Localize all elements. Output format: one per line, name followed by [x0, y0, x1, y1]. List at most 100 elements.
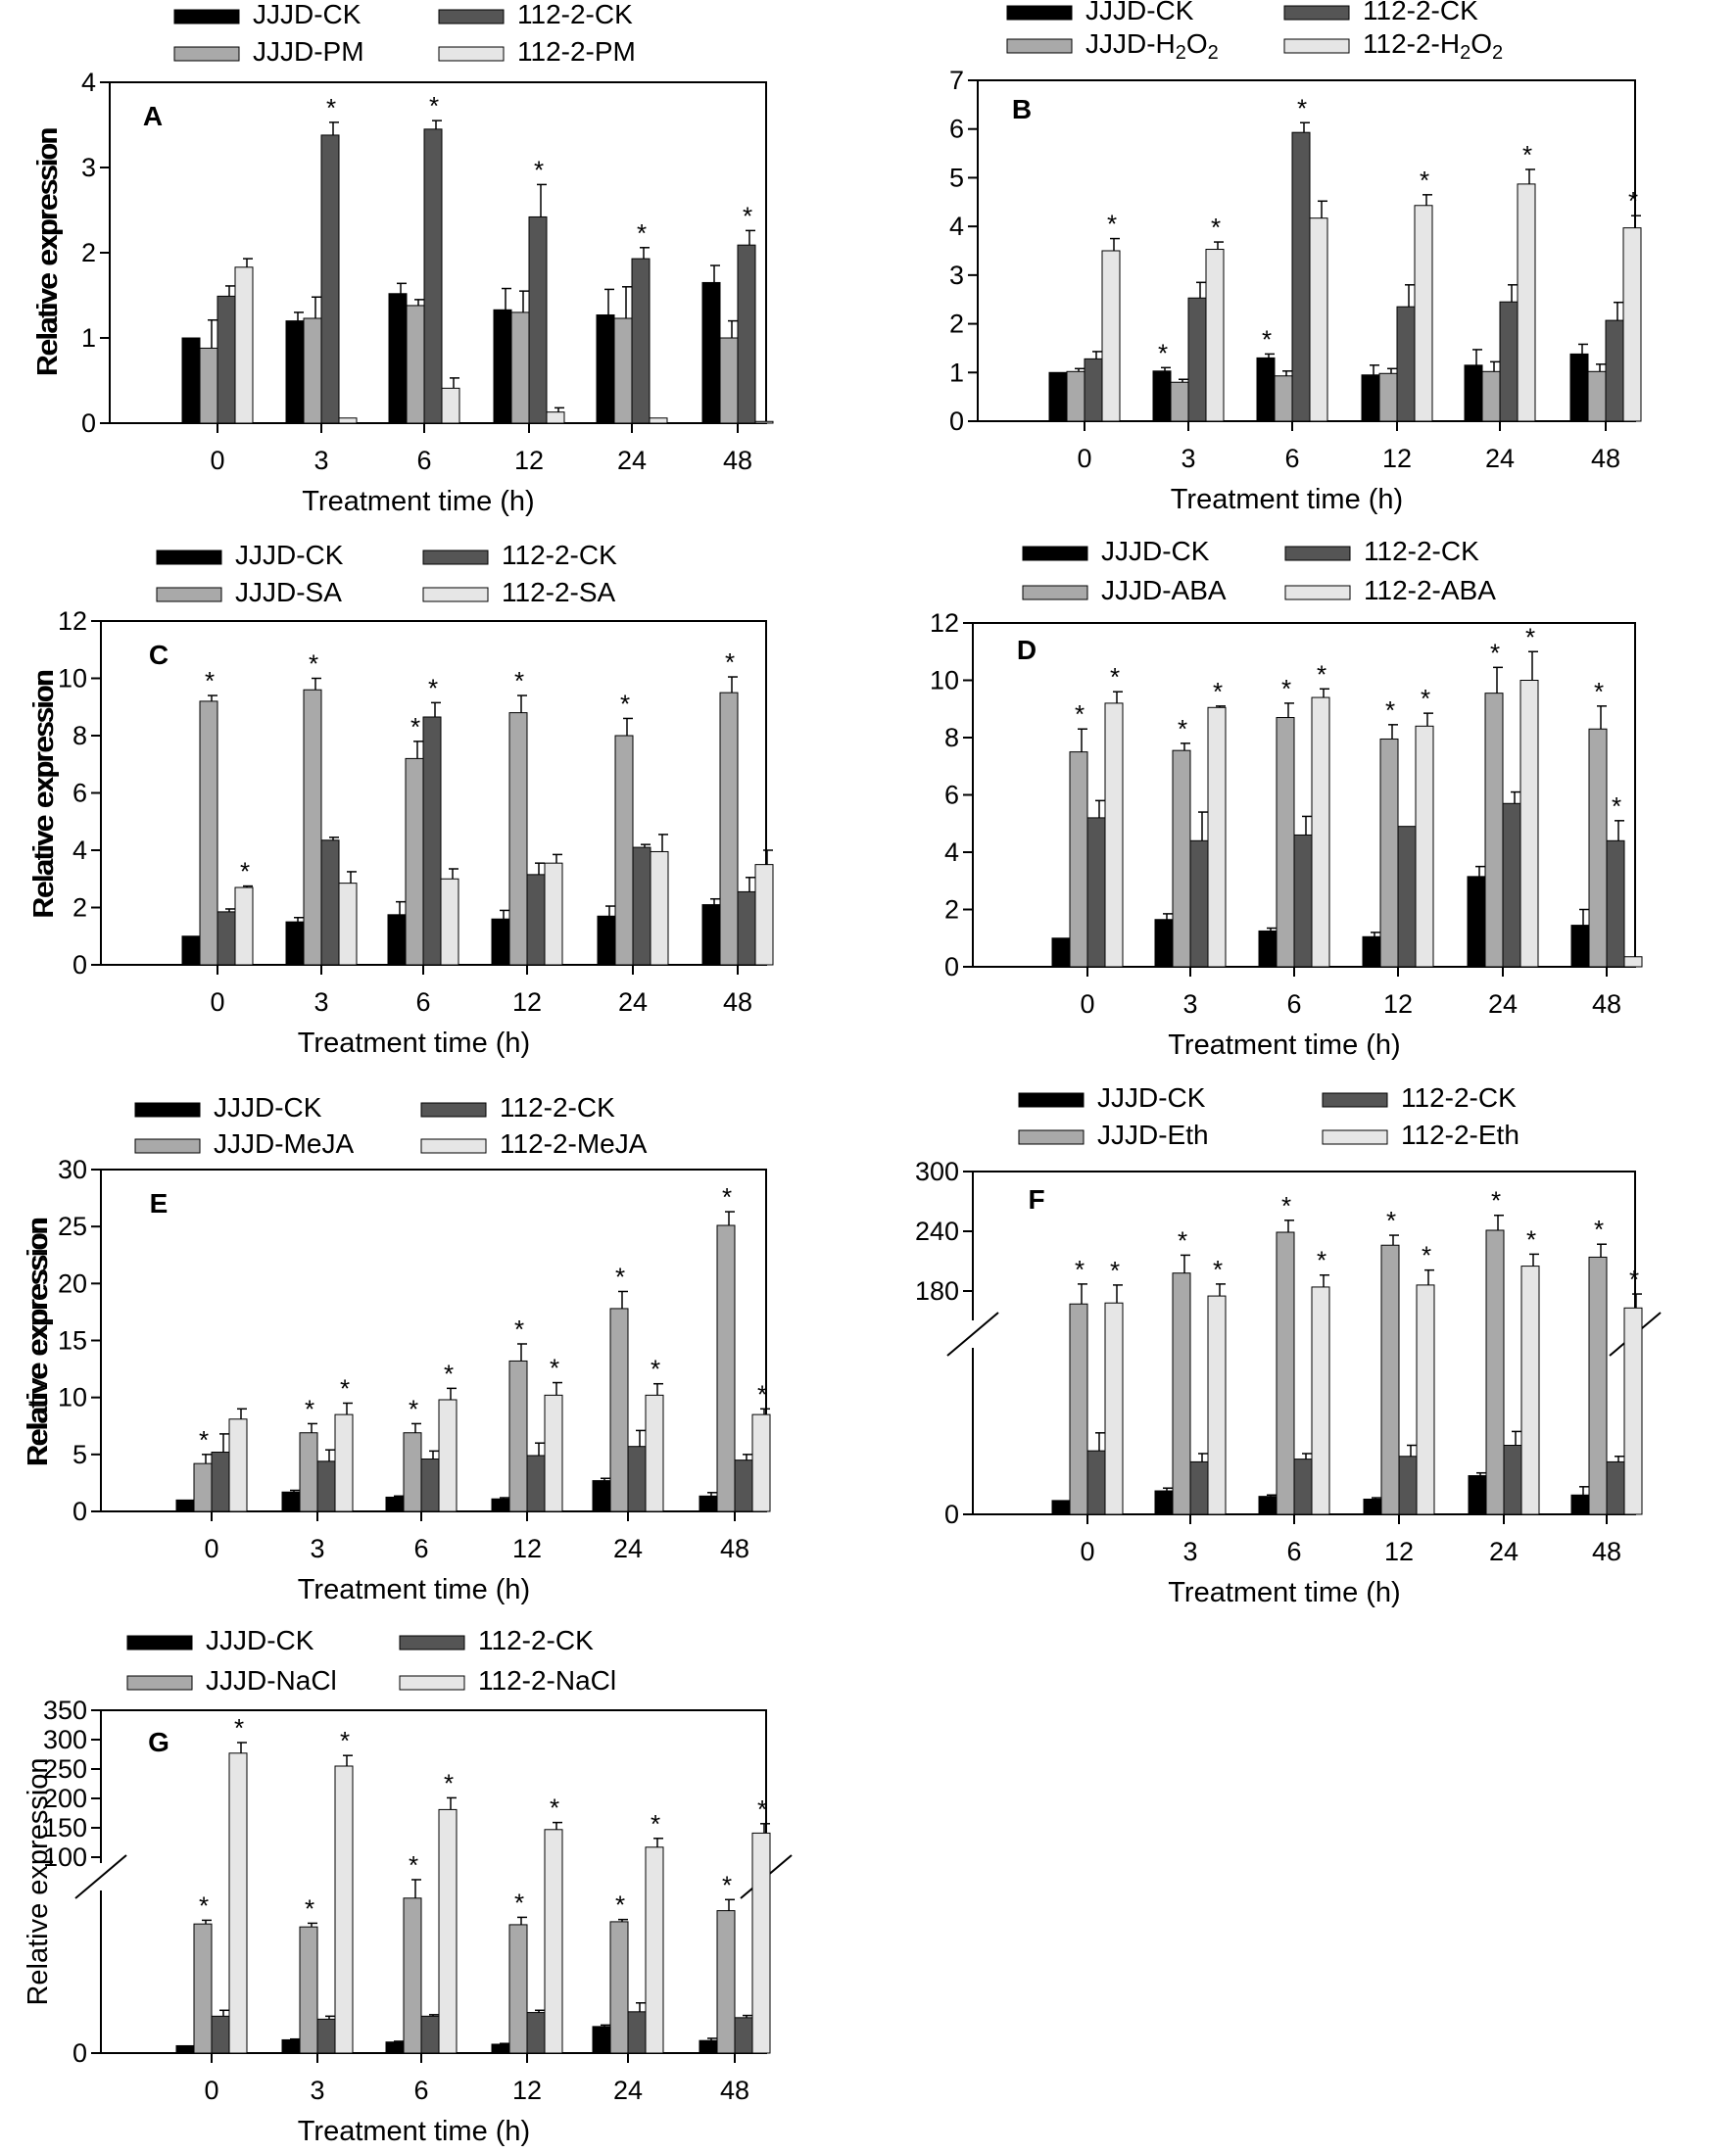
bar	[737, 890, 756, 966]
bar	[175, 1499, 195, 1512]
bar	[1256, 357, 1276, 422]
y-tick-label: 350	[43, 1696, 87, 1725]
significance-star: *	[409, 1394, 418, 1423]
bar	[403, 1432, 422, 1512]
x-tick-label: 6	[1284, 444, 1299, 473]
significance-star: *	[444, 1359, 454, 1388]
x-tick-label: 48	[723, 446, 752, 475]
significance-star: *	[1262, 324, 1272, 354]
bar	[1104, 702, 1124, 968]
significance-star: *	[615, 1262, 625, 1291]
significance-star: *	[309, 649, 318, 679]
bar	[285, 320, 305, 424]
legend-swatch	[126, 1675, 193, 1691]
legend-label: 112-2-NaCl	[478, 1665, 616, 1696]
significance-star: *	[444, 1768, 454, 1797]
legend-label: JJJD-CK	[1085, 0, 1194, 25]
panel-letter: D	[1017, 635, 1037, 665]
significance-star: *	[725, 647, 735, 677]
bar	[1293, 834, 1313, 968]
y-axis-title: Relative expression	[23, 1757, 54, 2005]
significance-star: *	[340, 1373, 350, 1403]
bar	[1379, 738, 1399, 968]
bar	[423, 128, 443, 424]
x-tick-label: 48	[720, 2076, 749, 2105]
bar	[1154, 1490, 1174, 1515]
bar	[281, 1491, 301, 1512]
bar	[1588, 1256, 1608, 1515]
y-tick-label: 7	[949, 66, 964, 95]
bar	[1309, 217, 1328, 422]
y-tick-label: 10	[58, 664, 87, 694]
panel-letter: A	[143, 101, 163, 131]
bar	[1605, 319, 1624, 422]
bar	[316, 2018, 336, 2054]
panel-letter: B	[1012, 94, 1032, 124]
bar	[299, 1432, 318, 1512]
y-tick-label: 10	[58, 1383, 87, 1412]
bar	[510, 311, 530, 424]
y-tick-label: 0	[72, 1497, 87, 1526]
y-tick-label: 4	[81, 68, 96, 97]
legend-label: JJJD-Eth	[1097, 1120, 1209, 1150]
bar	[193, 1923, 213, 2054]
bar	[1048, 371, 1068, 422]
bar	[1258, 930, 1278, 968]
significance-star: *	[1281, 674, 1291, 703]
significance-star: *	[1594, 677, 1604, 706]
bar	[1606, 1460, 1625, 1515]
bar	[1069, 1303, 1088, 1515]
significance-star: *	[1628, 186, 1638, 215]
bar	[1517, 183, 1536, 422]
x-tick-label: 3	[313, 987, 328, 1017]
y-tick-label: 4	[72, 836, 87, 865]
bar	[1397, 826, 1417, 968]
bar	[440, 878, 459, 966]
bar	[627, 2011, 647, 2054]
legend-swatch	[1284, 585, 1351, 600]
bar	[609, 1308, 629, 1512]
bar	[508, 1360, 528, 1512]
legend-label: JJJD-CK	[1097, 1082, 1206, 1113]
bar	[1485, 1229, 1505, 1515]
significance-star: *	[637, 218, 647, 248]
bar	[1311, 696, 1330, 968]
bar	[699, 2039, 718, 2054]
significance-star: *	[205, 666, 215, 695]
bar	[734, 2017, 753, 2054]
bar	[422, 716, 442, 966]
bar	[385, 2041, 405, 2054]
legend-label: JJJD-NaCl	[206, 1665, 337, 1696]
bar	[614, 735, 634, 966]
y-tick-label: 0	[949, 407, 964, 436]
x-tick-label: 48	[1591, 444, 1620, 473]
x-tick-label: 12	[1384, 1537, 1414, 1566]
x-tick-label: 3	[310, 1534, 324, 1563]
legend-swatch	[1022, 585, 1088, 600]
bar	[1205, 249, 1225, 422]
bar	[1276, 1231, 1295, 1515]
bar	[1378, 372, 1398, 422]
legend-swatch	[420, 1138, 487, 1154]
significance-star: *	[1317, 1246, 1326, 1275]
x-tick-label: 0	[210, 446, 224, 475]
bar	[1069, 751, 1088, 968]
x-tick-label: 24	[1488, 989, 1518, 1019]
bar	[754, 864, 774, 966]
bar	[234, 886, 254, 966]
legend-label: JJJD-SA	[235, 577, 342, 607]
bar	[597, 915, 616, 966]
y-tick-label: 3	[81, 153, 96, 182]
legend-swatch	[1022, 546, 1088, 561]
significance-star: *	[1178, 714, 1187, 743]
y-tick-label: 300	[915, 1157, 959, 1186]
bar	[217, 911, 236, 966]
bar	[385, 1496, 405, 1512]
bar	[1084, 358, 1103, 422]
legend-swatch	[1283, 5, 1350, 21]
significance-star: *	[1075, 699, 1085, 729]
x-tick-label: 6	[416, 446, 431, 475]
significance-star: *	[1421, 684, 1430, 713]
